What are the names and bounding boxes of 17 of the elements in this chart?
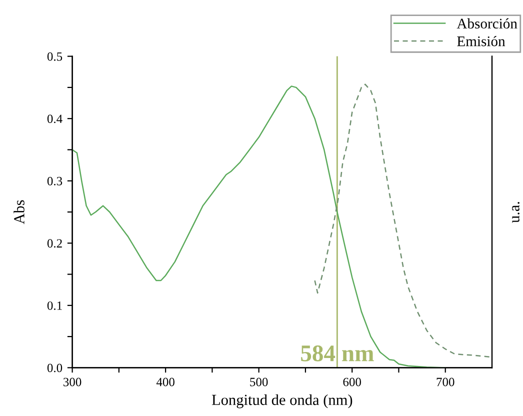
legend-label: Emisión xyxy=(457,36,506,46)
x-tick-label: 400 xyxy=(156,378,174,386)
x-tick-label: 600 xyxy=(343,378,361,386)
y-tick-label: 0.3 xyxy=(47,176,62,186)
x-tick-label: 500 xyxy=(250,378,268,386)
x-tick-label: 700 xyxy=(436,378,454,386)
legend-label: Absorción xyxy=(456,18,518,29)
y-tick-label: 0.2 xyxy=(47,239,62,248)
x-tick-label: 300 xyxy=(64,378,82,386)
y-tick-label: 0.0 xyxy=(47,364,62,372)
y2-axis-title: u.a. xyxy=(512,202,520,223)
y-tick-label: 0.5 xyxy=(47,52,62,61)
y-tick-label: 0.1 xyxy=(47,301,62,310)
y-tick-label: 0.4 xyxy=(47,114,62,124)
x-axis-title: Longitud de onda (nm) xyxy=(212,394,352,408)
ref-line-label: 584 nm xyxy=(301,345,374,362)
y-axis-title: Abs xyxy=(14,200,24,224)
